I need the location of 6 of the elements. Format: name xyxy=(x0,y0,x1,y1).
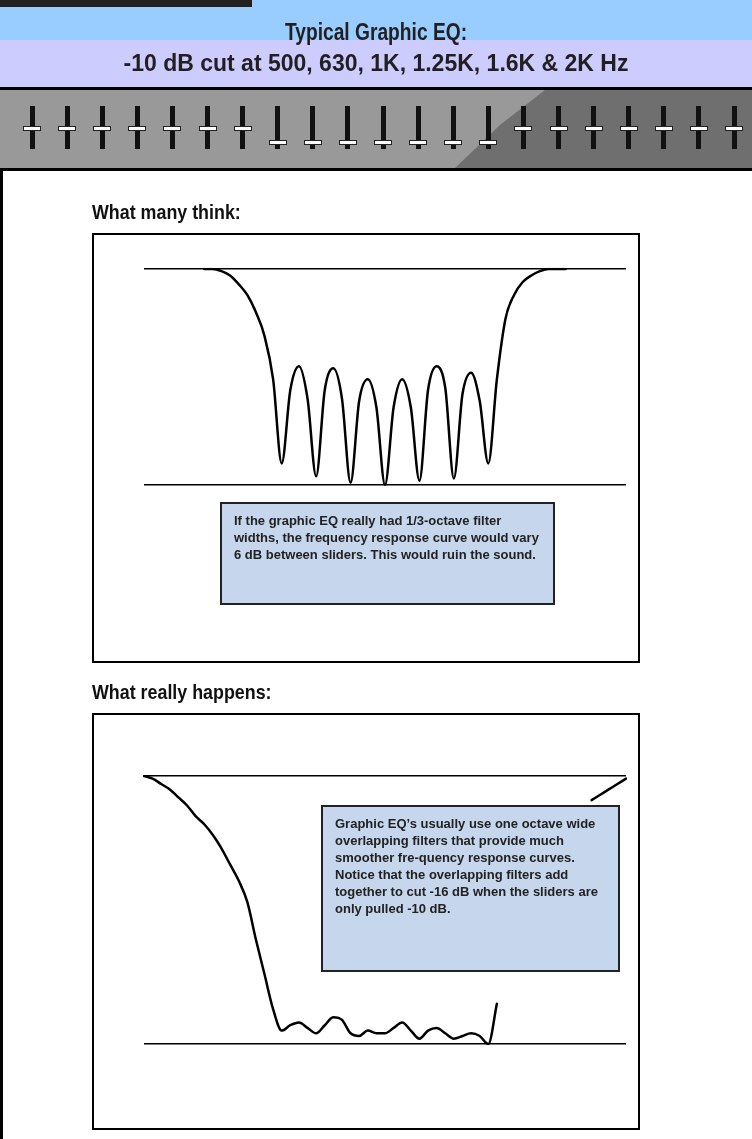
annotation: Graphic EQ’s usually use one octave wide overlapping filters that provide much smoother fre-quency response curves. Notice that the overlapping filters add together to cut -16 dB when the sliders are only pulled -10 dB. xyxy=(321,805,620,972)
chart-title: What many think: xyxy=(92,200,241,224)
text: Typical Graphic EQ: xyxy=(283,18,469,46)
text: -10 dB cut at 500, 630, 1K, 1.25K, 1.6K & 2K Hz xyxy=(122,50,630,77)
text: If the graphic EQ really had 1/3-octave filter widths, the frequency response curve would vary 6 dB between sliders. This would ruin the sound. xyxy=(220,502,555,605)
chart-title: What really happens: xyxy=(92,680,272,704)
